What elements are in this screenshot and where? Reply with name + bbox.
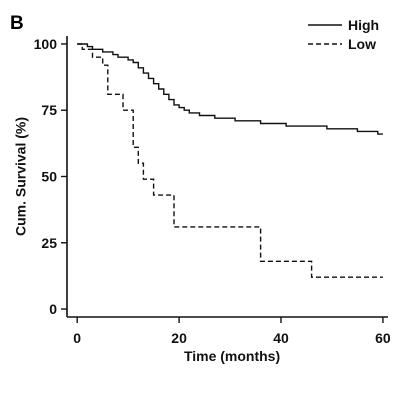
x-axis-ticks: 0 20 40 60: [73, 317, 391, 346]
x-tick-label: 60: [375, 330, 391, 346]
series-line-low: [77, 43, 383, 278]
series-line-high: [77, 43, 383, 135]
panel-label: B: [10, 13, 24, 34]
x-tick-label: 40: [273, 330, 289, 346]
legend-label-high: High: [348, 17, 379, 33]
y-tick-label: 75: [41, 102, 57, 118]
legend-label-low: Low: [348, 36, 376, 52]
chart-axes: [66, 36, 388, 318]
x-tick-label: 20: [171, 330, 187, 346]
y-tick-label: 100: [34, 36, 58, 52]
y-tick-label: 25: [41, 235, 57, 251]
chart-legend: High Low: [308, 17, 379, 52]
x-tick-label: 0: [73, 330, 81, 346]
y-axis-ticks: 0 25 50 75 100: [34, 36, 67, 317]
x-axis-title: Time (months): [184, 348, 280, 364]
series-layer: [77, 43, 383, 278]
y-tick-label: 0: [49, 301, 57, 317]
y-tick-label: 50: [41, 169, 57, 185]
y-axis-title: Cum. Survival (%): [13, 117, 29, 236]
